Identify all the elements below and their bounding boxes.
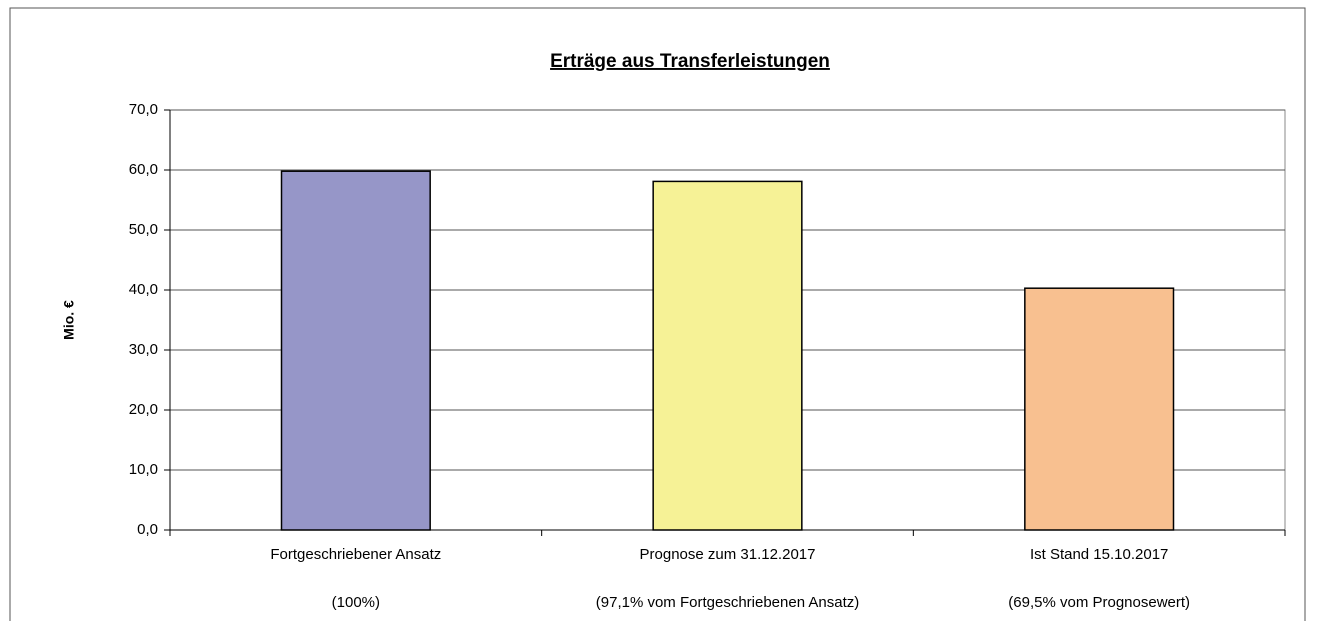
x-tick-label: (69,5% vom Prognosewert) [1008, 594, 1190, 611]
bar [1024, 287, 1175, 531]
y-tick-label: 50,0 [129, 221, 158, 238]
bar [652, 180, 803, 531]
x-tick-label: Fortgeschriebener Ansatz [270, 546, 441, 563]
chart-title: Erträge aus Transferleistungen [550, 51, 830, 72]
y-tick-label: 0,0 [137, 521, 158, 538]
y-tick-label: 70,0 [129, 101, 158, 118]
y-tick-label: 30,0 [129, 341, 158, 358]
y-tick-label: 40,0 [129, 281, 158, 298]
x-tick-label: Prognose zum 31.12.2017 [640, 546, 816, 563]
chart-frame [9, 7, 1306, 621]
bar [280, 170, 431, 531]
y-tick-label: 20,0 [129, 401, 158, 418]
y-tick-label: 10,0 [129, 461, 158, 478]
y-tick-label: 60,0 [129, 161, 158, 178]
x-tick-label: Ist Stand 15.10.2017 [1030, 546, 1168, 563]
x-tick-label: (100%) [332, 594, 380, 611]
y-axis-label: Mio. € [61, 300, 77, 340]
x-tick-label: (97,1% vom Fortgeschriebenen Ansatz) [596, 594, 859, 611]
